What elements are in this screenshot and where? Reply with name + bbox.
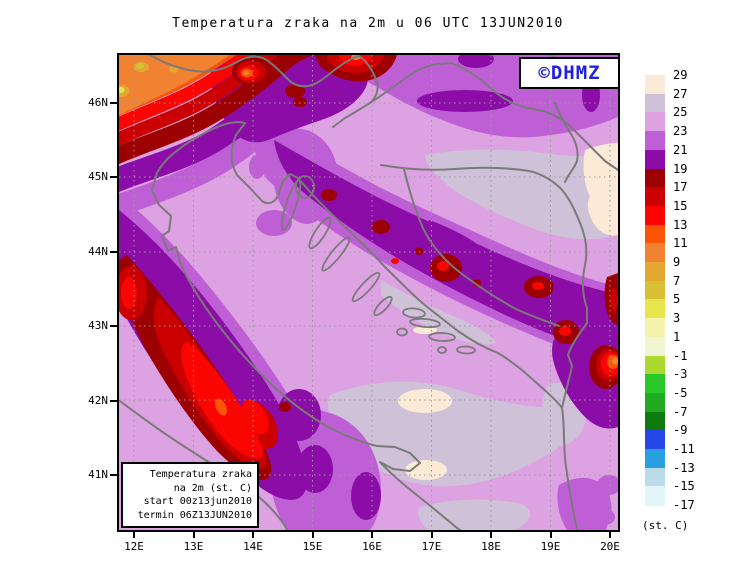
y-axis-label: 43N bbox=[88, 319, 108, 333]
colorbar-swatch bbox=[645, 205, 665, 226]
x-axis-label: 16E bbox=[362, 540, 382, 553]
y-axis-tick bbox=[110, 176, 117, 179]
y-axis-tick bbox=[110, 399, 117, 402]
coastlines-borders bbox=[119, 55, 618, 530]
info-line-start: start 00z13jun2010 bbox=[143, 496, 252, 507]
colorbar-tick-label: -11 bbox=[673, 442, 695, 456]
colorbar-swatch bbox=[645, 168, 665, 188]
info-line-unit: na 2m (st. C) bbox=[173, 482, 252, 494]
colorbar-swatch bbox=[645, 93, 665, 114]
temp-fill-regions bbox=[119, 55, 618, 530]
colorbar-tick-label: 5 bbox=[673, 292, 681, 307]
colorbar-tick-label: -3 bbox=[673, 367, 688, 382]
x-axis-tick bbox=[192, 532, 195, 538]
x-axis-label: 17E bbox=[421, 540, 442, 553]
colorbar-tick-label: -13 bbox=[673, 460, 695, 475]
page-title: Temperatura zraka na 2m u 06 UTC 13JUN20… bbox=[172, 16, 564, 31]
colorbar-tick-label: -1 bbox=[673, 348, 688, 363]
colorbar-tick-label: 1 bbox=[673, 329, 681, 344]
colorbar-swatch bbox=[645, 131, 665, 151]
colorbar-tick-label: 7 bbox=[673, 273, 681, 288]
colorbar-unit-label: (st. C) bbox=[642, 519, 689, 532]
y-axis-label: 46N bbox=[88, 96, 108, 109]
colorbar-tick-label: -7 bbox=[673, 404, 688, 419]
x-axis-tick bbox=[549, 532, 552, 538]
x-axis-label: 18E bbox=[481, 540, 501, 553]
colorbar-tick-label: 17 bbox=[673, 180, 688, 195]
x-axis-tick bbox=[371, 532, 373, 538]
colorbar-tick-label: -9 bbox=[673, 423, 688, 438]
dhmz-watermark-box: ©DHMZ bbox=[519, 57, 620, 89]
y-axis-tick bbox=[110, 102, 117, 104]
colorbar-tick-label: 29 bbox=[673, 68, 688, 82]
x-axis-label: 20E bbox=[600, 540, 620, 553]
colorbar-swatch bbox=[645, 187, 665, 207]
colorbar-tick-label: 23 bbox=[673, 124, 688, 139]
colorbar-swatch bbox=[645, 75, 665, 95]
colorbar-tick-label: 11 bbox=[673, 236, 688, 251]
graticule-gridlines bbox=[119, 55, 618, 530]
x-axis-tick bbox=[490, 532, 492, 538]
temperature-map bbox=[119, 55, 618, 530]
colorbar-swatch bbox=[645, 336, 665, 357]
colorbar-swatch bbox=[645, 299, 665, 319]
x-axis-label: 19E bbox=[540, 540, 561, 553]
colorbar-swatch bbox=[645, 430, 665, 450]
colorbar-tick-label: 21 bbox=[673, 142, 688, 157]
colorbar-tick-label: -15 bbox=[673, 479, 695, 494]
colorbar-swatch bbox=[645, 467, 665, 488]
colorbar-tick-label: -5 bbox=[673, 385, 688, 400]
y-axis-tick bbox=[110, 474, 117, 476]
colorbar-tick-label: 25 bbox=[673, 105, 688, 120]
colorbar-swatch bbox=[645, 392, 665, 413]
colorbar-swatch bbox=[645, 149, 665, 170]
islands bbox=[280, 175, 476, 355]
x-axis-label: 15E bbox=[302, 540, 323, 553]
x-axis-label: 13E bbox=[183, 540, 204, 553]
colorbar-swatch bbox=[645, 280, 665, 301]
colorbar-swatch bbox=[645, 355, 665, 375]
run-info-box: Temperatura zraka na 2m (st. C) start 00… bbox=[121, 462, 259, 528]
colorbar-tick-label: 19 bbox=[673, 161, 688, 176]
colorbar-swatch bbox=[645, 243, 665, 263]
x-axis-tick bbox=[609, 532, 611, 538]
colorbar-swatch bbox=[645, 374, 665, 394]
x-axis-tick bbox=[133, 532, 135, 538]
y-axis-label: 42N bbox=[88, 393, 108, 407]
y-axis-tick bbox=[110, 325, 117, 328]
colorbar-tick-label: 3 bbox=[673, 311, 681, 326]
colorbar-swatch bbox=[645, 112, 665, 132]
x-axis-tick bbox=[252, 532, 254, 538]
info-line-variable: Temperatura zraka bbox=[149, 469, 252, 480]
colorbar-swatch bbox=[645, 224, 665, 244]
colorbar-tick-label: 15 bbox=[673, 198, 688, 213]
colorbar-swatch bbox=[645, 262, 665, 282]
x-axis-label: 14E bbox=[243, 540, 263, 553]
x-axis-label: 12E bbox=[124, 540, 144, 553]
colorbar-swatch bbox=[645, 411, 665, 431]
map-frame: ©DHMZ Temperatura zraka na 2m (st. C) st… bbox=[117, 53, 620, 532]
colorbar-swatch bbox=[645, 318, 665, 338]
colorbar-tick-label: -17 bbox=[673, 498, 695, 513]
y-axis-label: 45N bbox=[88, 170, 108, 184]
x-axis-tick bbox=[311, 532, 314, 538]
info-line-termin: termin 06Z13JUN2010 bbox=[137, 509, 252, 521]
colorbar-tick-label: 27 bbox=[673, 86, 688, 101]
colorbar-swatch bbox=[645, 449, 665, 469]
y-axis-tick bbox=[110, 250, 117, 253]
y-axis-label: 44N bbox=[88, 244, 108, 258]
colorbar: (st. C) 29 27 25 23 21 19 17 15 13 11 9 7 5 3 1 -1 -3 -5 -… bbox=[642, 68, 740, 550]
x-axis-tick bbox=[430, 532, 433, 538]
dhmz-watermark: ©DHMZ bbox=[538, 62, 601, 84]
colorbar-tick-label: 13 bbox=[673, 217, 688, 232]
colorbar-swatch bbox=[645, 486, 665, 506]
colorbar-tick-label: 9 bbox=[673, 255, 681, 269]
y-axis-label: 41N bbox=[88, 468, 108, 481]
